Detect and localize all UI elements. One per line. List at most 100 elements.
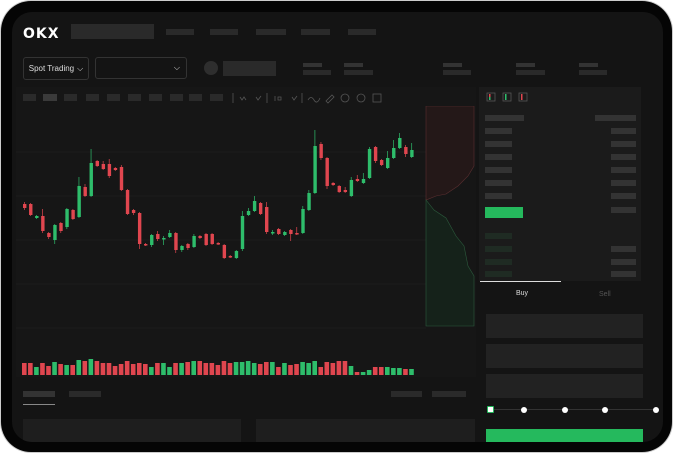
candle	[95, 161, 99, 166]
ask-amount	[611, 193, 636, 199]
stat-label	[443, 63, 462, 67]
candle	[222, 245, 227, 258]
tab-order-history[interactable]	[69, 391, 101, 397]
volume-bar	[391, 368, 396, 375]
candle	[71, 210, 75, 219]
bid-price	[485, 271, 512, 277]
slider-handle[interactable]	[487, 406, 494, 413]
tab-sell[interactable]: Sell	[599, 291, 611, 298]
slider-step-75[interactable]	[602, 407, 608, 413]
stat-label	[579, 63, 598, 67]
candle	[343, 190, 348, 192]
candle	[398, 138, 402, 148]
stat-label	[303, 63, 322, 67]
volume-bar	[324, 362, 330, 375]
timeframe-button[interactable]	[64, 94, 77, 101]
book-asks-icon[interactable]	[518, 92, 528, 102]
timeframe-button[interactable]	[170, 94, 183, 101]
volume-bar	[106, 363, 112, 375]
book-header-amount	[595, 115, 636, 121]
tab-buy[interactable]: Buy	[516, 290, 529, 297]
buy-button[interactable]	[486, 429, 643, 442]
timeframe-button[interactable]	[149, 94, 162, 101]
timeframe-button[interactable]	[43, 94, 57, 101]
fullscreen-icon[interactable]	[372, 93, 382, 103]
ask-price	[485, 141, 512, 147]
volume-bar	[245, 361, 251, 375]
okx-logo[interactable]: OKX	[23, 26, 60, 42]
slider-step-100[interactable]	[653, 407, 659, 413]
volume-bar	[70, 365, 75, 375]
price-input[interactable]	[486, 314, 643, 338]
timeframe-button[interactable]	[189, 94, 202, 101]
filter-button[interactable]	[432, 391, 466, 397]
chevron-down-icon: ⌵	[77, 63, 84, 73]
candle	[53, 225, 57, 240]
volume-bar	[179, 363, 184, 375]
filter-button[interactable]	[391, 391, 422, 397]
spot-trading-button[interactable]: Spot Trading ⌵	[23, 57, 89, 80]
nav-item-5[interactable]	[348, 29, 376, 35]
volume-bar	[221, 361, 227, 375]
volume-bar	[372, 367, 378, 375]
volume-bar	[403, 369, 408, 375]
timeframe-button[interactable]	[86, 94, 99, 101]
volume-bar	[52, 362, 57, 375]
pair-dropdown[interactable]: ⌵	[95, 57, 187, 79]
book-both-icon[interactable]	[486, 92, 496, 102]
settings-icon[interactable]	[340, 93, 350, 103]
volume-bar	[227, 363, 233, 375]
timeframe-button[interactable]	[128, 94, 141, 101]
volume-bar	[233, 362, 239, 375]
candle	[373, 147, 378, 161]
candle	[313, 146, 317, 193]
indicator-icon[interactable]	[239, 96, 247, 101]
nav-item-4[interactable]	[301, 29, 330, 35]
ask-amount	[611, 141, 636, 147]
timeframe-button[interactable]	[107, 94, 120, 101]
indicator-icon[interactable]	[255, 95, 262, 101]
candle	[29, 204, 33, 215]
slider-step-25[interactable]	[521, 407, 527, 413]
slider-track[interactable]	[491, 409, 657, 410]
stat-value	[579, 70, 607, 75]
line-tool-icon[interactable]	[307, 97, 321, 103]
last-price-badge	[485, 207, 523, 218]
last-amount	[611, 207, 636, 213]
timeframe-button[interactable]	[23, 94, 36, 101]
volume-bar	[167, 367, 172, 375]
volume-bar	[76, 360, 82, 375]
bid-price	[485, 246, 512, 252]
candle	[23, 204, 27, 208]
volume-bar	[88, 359, 94, 375]
total-input[interactable]	[486, 374, 643, 398]
stat-value	[516, 70, 545, 75]
nav-item-1[interactable]	[166, 29, 194, 35]
nav-item-2[interactable]	[210, 29, 238, 35]
volume-bar	[312, 361, 317, 375]
nav-item-3[interactable]	[256, 29, 286, 35]
amount-input[interactable]	[486, 344, 643, 368]
pencil-icon[interactable]	[325, 94, 335, 104]
ask-amount	[611, 180, 636, 186]
dropdown-icon[interactable]	[291, 95, 298, 101]
candle	[349, 180, 354, 196]
candle	[192, 236, 196, 247]
volume-bar	[257, 364, 263, 375]
stat-label	[344, 63, 363, 67]
tab-open-orders[interactable]	[23, 391, 55, 397]
candle	[386, 158, 390, 168]
camera-icon[interactable]	[356, 93, 366, 103]
search-placeholder[interactable]	[71, 24, 154, 39]
candle	[216, 243, 220, 245]
timeframe-button[interactable]	[210, 94, 223, 101]
book-bids-icon[interactable]	[502, 92, 512, 102]
candle	[186, 244, 190, 248]
candlestick-chart[interactable]	[16, 106, 476, 378]
volume-bar	[112, 366, 118, 375]
volume-bar	[360, 372, 366, 375]
tab-underline	[23, 404, 55, 405]
candle	[125, 190, 130, 214]
slider-step-50[interactable]	[562, 407, 568, 413]
chart-type-icon[interactable]	[274, 96, 282, 101]
